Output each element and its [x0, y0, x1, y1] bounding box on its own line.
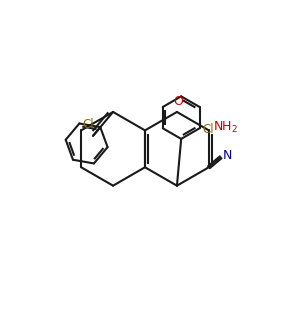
Text: NH$_2$: NH$_2$ — [213, 120, 238, 135]
Text: Cl: Cl — [82, 118, 94, 131]
Text: Cl: Cl — [202, 123, 214, 136]
Text: N: N — [223, 149, 233, 162]
Text: O: O — [173, 95, 183, 108]
